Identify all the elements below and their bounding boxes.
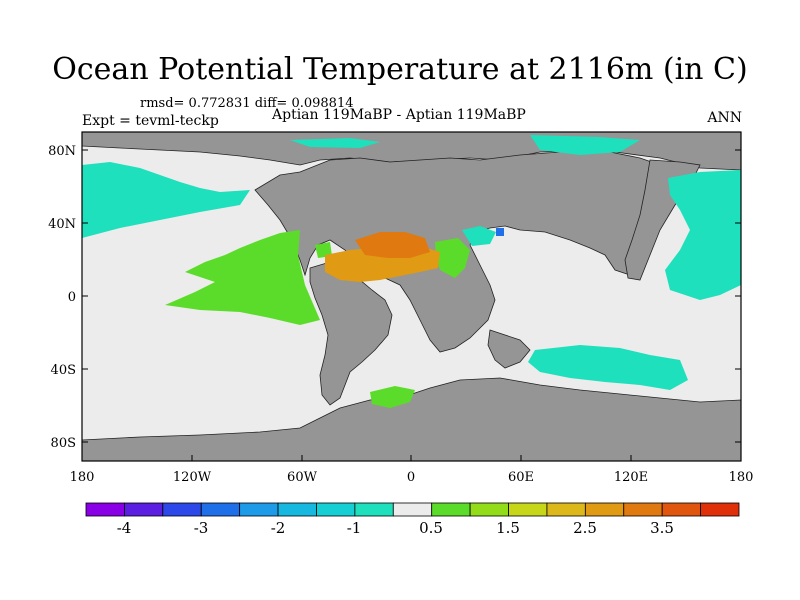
- anomaly-teal-tethys: [462, 226, 496, 246]
- stats-label: rmsd= 0.772831 diff= 0.098814: [140, 96, 354, 111]
- colorbar-tick-label: 2.5: [573, 519, 597, 537]
- colorbar-swatch: [661, 502, 701, 517]
- colorbar-swatch: [200, 502, 241, 517]
- lon-label: 120E: [614, 470, 648, 485]
- anomaly-green-south-atlantic: [370, 386, 415, 408]
- map-title: Ocean Potential Temperature at 2116m (in…: [52, 52, 748, 87]
- colorbar-swatch: [431, 502, 471, 517]
- case-info-label: Aptian 119MaBP - Aptian 119MaBP: [272, 107, 526, 123]
- land-australia: [487, 329, 531, 369]
- lat-axis: 80N 40N 0 40S 80S: [48, 144, 741, 451]
- colorbar-swatch: [584, 502, 625, 517]
- anomaly-teal-arctic-east: [530, 135, 640, 155]
- colorbar-swatch: [700, 502, 740, 517]
- colorbar-tick-label: -2: [271, 519, 286, 537]
- lon-label: 0: [407, 470, 415, 485]
- lat-label: 40S: [51, 363, 76, 378]
- lon-label: 180: [729, 470, 754, 485]
- lon-label: 60E: [508, 470, 534, 485]
- anomaly-teal-southern-ocean: [528, 345, 688, 390]
- colorbar-swatch: [277, 502, 317, 517]
- colorbar-swatch: [392, 502, 433, 517]
- lat-label: 0: [68, 290, 76, 305]
- lon-axis: 180 120W 60W 0 60E 120E 180: [70, 455, 754, 485]
- anomaly-teal-north-pacific: [82, 162, 250, 238]
- anomaly-teal-arctic-mid: [290, 138, 380, 148]
- colorbar-tick-label: -3: [194, 519, 209, 537]
- colorbar-swatch: [124, 502, 164, 517]
- colorbar: [85, 502, 740, 517]
- season-label: ANN: [707, 110, 742, 126]
- lat-label: 80N: [48, 144, 76, 159]
- lon-label: 120W: [173, 470, 212, 485]
- map-area: [82, 132, 741, 461]
- colorbar-swatch: [239, 502, 279, 517]
- anomaly-green-pacific-tongue: [165, 230, 320, 325]
- anomaly-green-tethys: [435, 238, 470, 278]
- anomaly-teal-east-pacific: [665, 170, 741, 300]
- colorbar-swatch: [508, 502, 548, 517]
- colorbar-swatch: [85, 502, 125, 517]
- colorbar-tick-label: -4: [117, 519, 132, 537]
- colorbar-swatch: [316, 502, 356, 517]
- colorbar-swatch: [469, 502, 509, 517]
- anomaly-orange-core: [355, 232, 430, 258]
- anomaly-blue-spot: [496, 228, 504, 236]
- colorbar-swatch: [162, 502, 202, 517]
- land-south-america: [309, 261, 393, 406]
- lat-label: 80S: [51, 436, 76, 451]
- lat-label: 40N: [48, 217, 76, 232]
- colorbar-swatch: [546, 502, 586, 517]
- colorbar-tick-label: -1: [347, 519, 362, 537]
- colorbar-swatch: [623, 502, 663, 517]
- anomaly-green-small: [315, 242, 332, 258]
- lon-label: 60W: [287, 470, 318, 485]
- colorbar-tick-label: 0.5: [419, 519, 443, 537]
- colorbar-swatch: [354, 502, 394, 517]
- land-antarctica: [82, 377, 741, 461]
- colorbar-tick-label: 1.5: [496, 519, 520, 537]
- colorbar-labels: -4 -3 -2 -1 0.5 1.5 2.5 3.5: [117, 519, 674, 537]
- experiment-label: Expt = tevml-teckp: [82, 113, 219, 129]
- lon-label: 180: [70, 470, 95, 485]
- colorbar-tick-label: 3.5: [650, 519, 674, 537]
